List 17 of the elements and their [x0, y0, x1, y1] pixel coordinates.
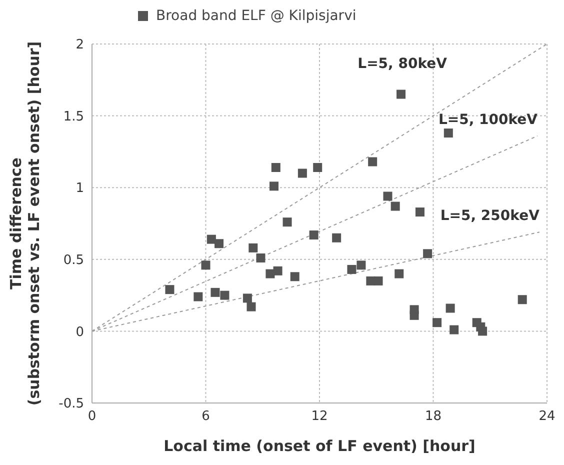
annotation: L=5, 250keV [440, 208, 540, 224]
y-axis-title: Time difference (substorm onset vs. LF event onset) [hour] [7, 41, 43, 406]
annotation: L=5, 100keV [438, 112, 538, 128]
y-tick-label: 2 [76, 38, 84, 53]
y-tick-label: 1 [76, 181, 84, 196]
x-tick-label: 12 [311, 409, 328, 424]
y-tick-label: 1.5 [63, 109, 84, 124]
x-tick-label: 18 [424, 409, 442, 424]
y-tick-label: 0 [76, 324, 84, 340]
x-tick-label: 24 [538, 409, 556, 424]
legend-label: Broad band ELF @ Kilpisjarvi [155, 8, 356, 24]
x-tick-label: 0 [88, 409, 96, 424]
x-tick-label: 6 [202, 409, 210, 424]
y-tick-label: -0.5 [58, 396, 84, 412]
annotation: L=5, 80keV [358, 56, 448, 72]
y-tick-label: 0.5 [63, 253, 84, 268]
x-axis-title: Local time (onset of LF event) [hour] [164, 437, 476, 455]
